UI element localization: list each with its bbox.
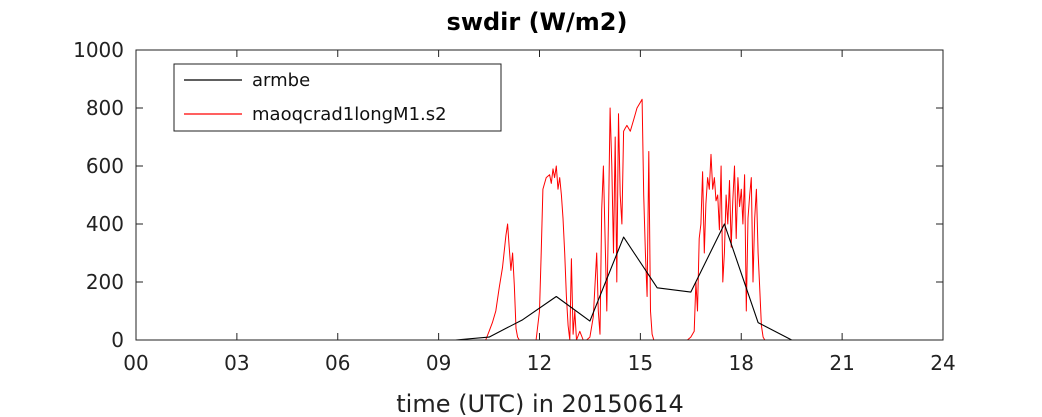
y-tick-label: 800 [86,96,124,120]
y-tick-label: 200 [86,270,124,294]
y-tick-label: 600 [86,154,124,178]
chart-title: swdir (W/m2) [447,8,628,36]
legend-label-armbe: armbe [252,70,310,91]
x-tick-label: 09 [426,351,451,375]
y-axis: 0 200 400 600 800 1000 [73,38,943,352]
y-tick-label: 400 [86,212,124,236]
x-tick-label: 18 [729,351,754,375]
x-tick-label: 06 [325,351,350,375]
x-tick-label: 21 [829,351,854,375]
x-tick-label: 12 [527,351,552,375]
series-line-maoqcrad1longM1 [136,98,943,341]
x-tick-label: 15 [628,351,653,375]
legend-box [173,63,502,132]
x-axis-label: time (UTC) in 20150614 [396,390,683,417]
y-tick-label: 1000 [73,38,124,62]
x-tick-label: 00 [123,351,148,375]
legend-label-maoqcrad1longM1: maoqcrad1longM1.s2 [252,104,447,125]
y-tick-label: 0 [111,328,124,352]
x-axis: 00 03 06 09 12 15 18 21 24 [123,50,956,375]
series-layer [136,98,943,341]
x-tick-label: 03 [224,351,249,375]
x-tick-label: 24 [930,351,955,375]
series-line-armbe [136,223,943,341]
legend: armbe maoqcrad1longM1.s2 [173,63,502,132]
